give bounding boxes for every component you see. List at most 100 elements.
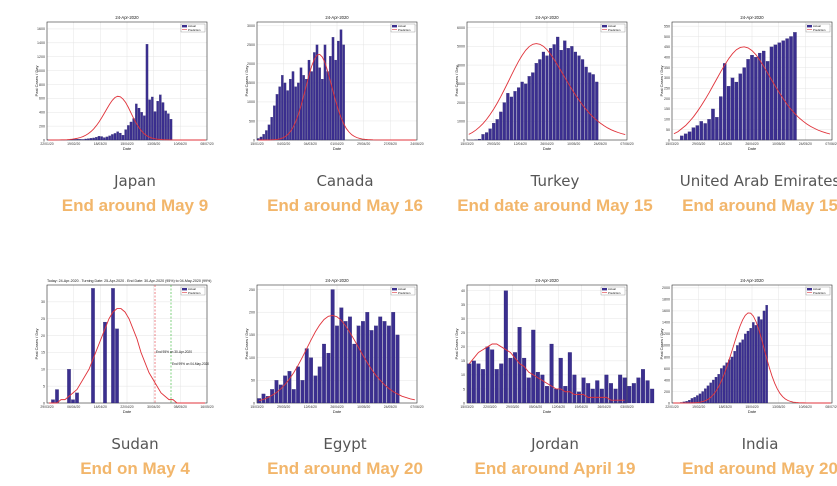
legend-prediction: Prediction bbox=[398, 291, 411, 295]
y-tick-label: 3000 bbox=[457, 82, 465, 86]
y-axis-label: Past Cases / Day bbox=[455, 329, 459, 360]
actual-bar bbox=[584, 66, 588, 141]
actual-bar bbox=[309, 357, 313, 404]
y-tick-label: 400 bbox=[664, 378, 670, 382]
x-tick-label: 22/03/20 bbox=[483, 405, 496, 409]
x-tick-label: 15/04/20 bbox=[120, 142, 133, 146]
actual-bar bbox=[481, 134, 485, 141]
legend-actual: Actual bbox=[398, 24, 406, 28]
x-axis-label: Date bbox=[543, 409, 552, 414]
y-tick-label: 5000 bbox=[457, 45, 465, 49]
forecast-chart: 0 1000 2000 3000 4000 5000 6000 15/03/20 29/03/2… bbox=[455, 15, 634, 151]
end-estimate: End around May 9 bbox=[61, 196, 209, 215]
legend-actual: Actual bbox=[608, 24, 616, 28]
y-tick-label: 1600 bbox=[662, 309, 670, 313]
y-tick-label: 600 bbox=[39, 97, 45, 101]
actual-bar bbox=[305, 78, 308, 141]
y-tick-label: 1500 bbox=[247, 81, 255, 85]
x-axis-label: Date bbox=[748, 146, 757, 151]
legend-prediction: Prediction bbox=[813, 291, 826, 295]
actual-bar bbox=[55, 389, 59, 404]
actual-bar bbox=[317, 366, 322, 404]
actual-bar bbox=[67, 369, 71, 404]
actual-bar bbox=[273, 105, 276, 141]
actual-bar bbox=[374, 325, 378, 404]
end-estimate: End date around May 15 bbox=[457, 196, 653, 215]
y-tick-label: 1200 bbox=[37, 55, 45, 59]
actual-bar bbox=[270, 117, 273, 141]
chart-title: 24-Apr-2020 bbox=[740, 278, 764, 283]
end-estimate: End on May 4 bbox=[80, 459, 190, 478]
y-tick-label: 10 bbox=[41, 368, 45, 372]
x-tick-label: 13/05/20 bbox=[147, 142, 160, 146]
country-panel-canada: 0 500 1000 1500 2000 2500 3000 15/01/20 04/02/20… bbox=[245, 12, 445, 217]
actual-bar bbox=[304, 348, 309, 404]
actual-bar bbox=[524, 83, 528, 141]
actual-bar bbox=[323, 44, 327, 141]
y-tick-label: 200 bbox=[664, 390, 670, 394]
country-panel-india: 0 200 400 600 800 1000 1200 1400 1600 1800 2000 22/… bbox=[660, 275, 837, 480]
y-tick-label: 2000 bbox=[662, 286, 670, 290]
actual-bar bbox=[573, 51, 578, 141]
actual-bar bbox=[326, 352, 331, 404]
y-tick-label: 0 bbox=[253, 401, 255, 405]
actual-bar bbox=[265, 130, 268, 141]
actual-bar bbox=[691, 127, 696, 141]
actual-bar bbox=[613, 388, 618, 404]
y-tick-label: 35 bbox=[461, 303, 465, 307]
actual-bar bbox=[563, 386, 568, 404]
y-axis-label: Past Cases / Day bbox=[660, 66, 664, 97]
actual-bar bbox=[156, 101, 159, 141]
plot-frame bbox=[671, 284, 833, 404]
country-panel-japan: 0 200 400 600 800 1000 1200 1400 1600 22/01/20 19/… bbox=[35, 12, 235, 217]
actual-bar bbox=[725, 362, 728, 404]
y-tick-label: 15 bbox=[41, 351, 45, 355]
actual-bar bbox=[127, 125, 130, 141]
y-tick-label: 30 bbox=[461, 317, 465, 321]
x-tick-label: 04/03/20 bbox=[304, 142, 317, 146]
chart-title: 24-Apr-2020 bbox=[325, 278, 349, 283]
actual-bar bbox=[116, 131, 119, 141]
actual-bar bbox=[51, 399, 55, 404]
actual-bar bbox=[103, 321, 107, 404]
actual-bar bbox=[769, 46, 774, 141]
x-tick-label: 18/03/20 bbox=[719, 405, 732, 409]
actual-bar bbox=[124, 129, 127, 141]
actual-bar bbox=[289, 78, 292, 141]
actual-bar bbox=[566, 48, 570, 141]
country-panel-turkey: 0 1000 2000 3000 4000 5000 6000 15/03/20 29/03/2… bbox=[455, 12, 655, 217]
actual-bar bbox=[609, 383, 613, 404]
y-tick-label: 5 bbox=[43, 384, 45, 388]
actual-bar bbox=[267, 124, 271, 141]
y-tick-label: 1600 bbox=[37, 27, 45, 31]
actual-bar bbox=[683, 133, 688, 141]
y-tick-label: 0 bbox=[463, 138, 465, 142]
actual-bar bbox=[754, 325, 758, 404]
y-tick-label: 50 bbox=[666, 128, 670, 132]
actual-bar bbox=[79, 139, 82, 141]
y-tick-label: 1200 bbox=[662, 332, 670, 336]
actual-bar bbox=[315, 44, 319, 141]
actual-bar bbox=[153, 111, 157, 141]
x-tick-label: 26/04/20 bbox=[330, 405, 343, 409]
actual-bar bbox=[738, 73, 742, 141]
x-tick-label: 08/07/20 bbox=[200, 142, 213, 146]
actual-bar bbox=[365, 312, 370, 404]
country-panel-united-arab-emirates: 0 50 100 150 200 250 300 350 400 450 500 550 15/03/2… bbox=[660, 12, 837, 217]
actual-bar bbox=[687, 131, 692, 141]
actual-bar bbox=[580, 59, 585, 141]
actual-bar bbox=[302, 75, 305, 141]
prediction-line bbox=[673, 46, 831, 135]
prediction-line bbox=[259, 314, 415, 402]
actual-bar bbox=[378, 316, 383, 404]
actual-bar bbox=[169, 119, 173, 141]
y-tick-label: 800 bbox=[664, 355, 670, 359]
y-tick-label: 2500 bbox=[247, 43, 255, 47]
x-tick-label: 15/03/20 bbox=[250, 405, 263, 409]
actual-bar bbox=[572, 374, 577, 404]
actual-bar bbox=[113, 133, 117, 141]
y-tick-label: 15 bbox=[461, 359, 465, 363]
